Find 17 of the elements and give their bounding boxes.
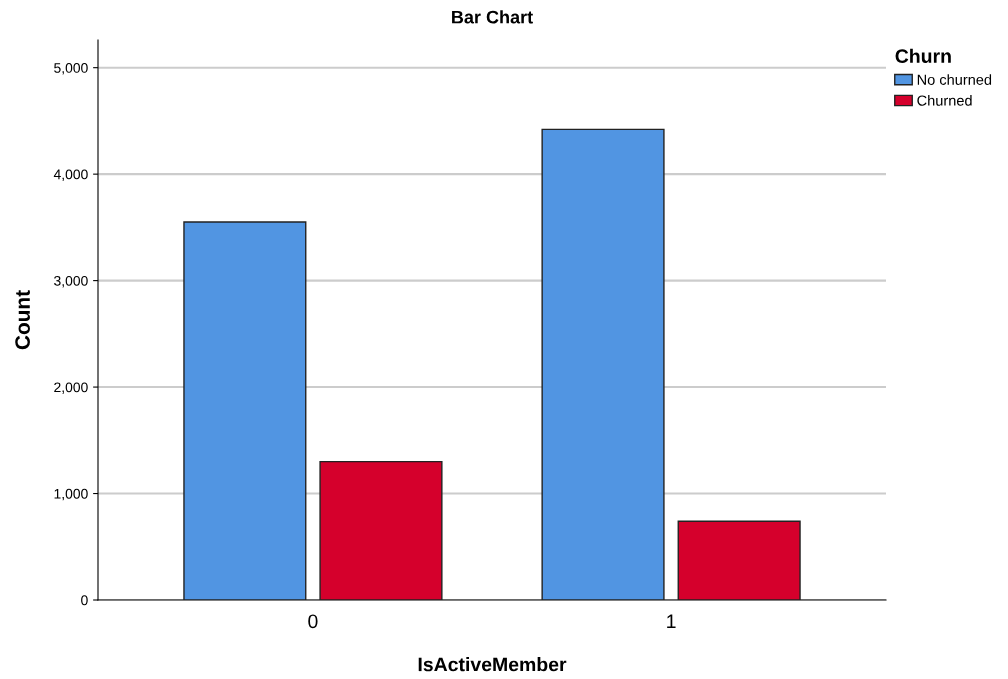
bar bbox=[319, 460, 443, 600]
y-tick-label: 3,000 bbox=[54, 275, 88, 288]
chart-title: Bar Chart bbox=[452, 10, 533, 24]
x-axis-title: IsActiveMember bbox=[418, 657, 567, 672]
legend-title: Churn bbox=[895, 48, 951, 64]
bar bbox=[541, 128, 665, 600]
y-tick-label: 0 bbox=[81, 595, 88, 606]
y-tick-label: 5,000 bbox=[54, 63, 88, 75]
x-tick-label: 1 bbox=[667, 614, 676, 628]
y-axis-title: Count bbox=[15, 290, 30, 350]
y-tick-label: 2,000 bbox=[54, 382, 88, 394]
legend-label: No churned bbox=[917, 74, 992, 85]
y-tick-label: 1,000 bbox=[54, 488, 88, 501]
bar bbox=[677, 520, 801, 600]
legend-label: Churned bbox=[917, 95, 972, 106]
y-tick-label: 4,000 bbox=[53, 169, 88, 181]
bar bbox=[183, 221, 307, 600]
